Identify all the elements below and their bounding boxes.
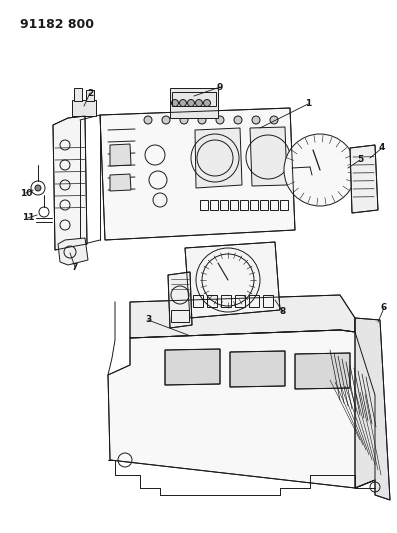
Circle shape xyxy=(270,116,278,124)
Bar xyxy=(230,200,238,210)
Polygon shape xyxy=(195,128,242,188)
Text: 9: 9 xyxy=(217,83,223,92)
Bar xyxy=(193,295,203,307)
Bar xyxy=(72,100,96,116)
Bar xyxy=(200,200,208,210)
Bar xyxy=(270,200,278,210)
Polygon shape xyxy=(53,116,87,250)
Polygon shape xyxy=(110,174,131,191)
Polygon shape xyxy=(230,351,285,387)
Bar xyxy=(171,310,189,322)
Circle shape xyxy=(195,100,202,107)
Bar xyxy=(172,92,216,106)
Polygon shape xyxy=(185,242,280,318)
Polygon shape xyxy=(165,349,220,385)
Circle shape xyxy=(35,185,41,191)
Bar xyxy=(74,88,82,101)
Text: 2: 2 xyxy=(87,88,93,98)
Circle shape xyxy=(179,100,187,107)
Bar xyxy=(280,200,288,210)
Bar xyxy=(170,88,218,118)
Bar xyxy=(207,295,217,307)
Polygon shape xyxy=(250,127,287,186)
Text: 5: 5 xyxy=(357,156,363,165)
Bar xyxy=(220,200,228,210)
Circle shape xyxy=(252,116,260,124)
Text: 4: 4 xyxy=(379,143,385,152)
Circle shape xyxy=(162,116,170,124)
Bar xyxy=(250,200,258,210)
Bar xyxy=(249,295,259,307)
Circle shape xyxy=(144,116,152,124)
Polygon shape xyxy=(295,353,350,389)
Polygon shape xyxy=(110,144,131,166)
Circle shape xyxy=(284,134,356,206)
Bar xyxy=(235,295,245,307)
Polygon shape xyxy=(130,295,355,338)
Bar xyxy=(210,200,218,210)
Polygon shape xyxy=(168,272,192,328)
Circle shape xyxy=(187,100,195,107)
Circle shape xyxy=(180,116,188,124)
Circle shape xyxy=(204,100,210,107)
Text: 11: 11 xyxy=(22,214,34,222)
Circle shape xyxy=(234,116,242,124)
Polygon shape xyxy=(100,108,295,240)
Polygon shape xyxy=(58,238,88,265)
Text: 8: 8 xyxy=(280,308,286,317)
Bar xyxy=(86,90,94,101)
Text: 7: 7 xyxy=(72,262,78,271)
Polygon shape xyxy=(355,318,390,500)
Polygon shape xyxy=(108,330,375,488)
Text: 10: 10 xyxy=(20,189,32,198)
Circle shape xyxy=(198,116,206,124)
Bar xyxy=(240,200,248,210)
Text: 1: 1 xyxy=(305,100,311,109)
Polygon shape xyxy=(350,145,378,213)
Bar xyxy=(260,200,268,210)
Bar xyxy=(263,295,273,307)
Text: 91182 800: 91182 800 xyxy=(20,18,94,31)
Bar xyxy=(221,295,231,307)
Circle shape xyxy=(216,116,224,124)
Text: 3: 3 xyxy=(145,316,151,325)
Text: 6: 6 xyxy=(381,303,387,312)
Circle shape xyxy=(172,100,179,107)
